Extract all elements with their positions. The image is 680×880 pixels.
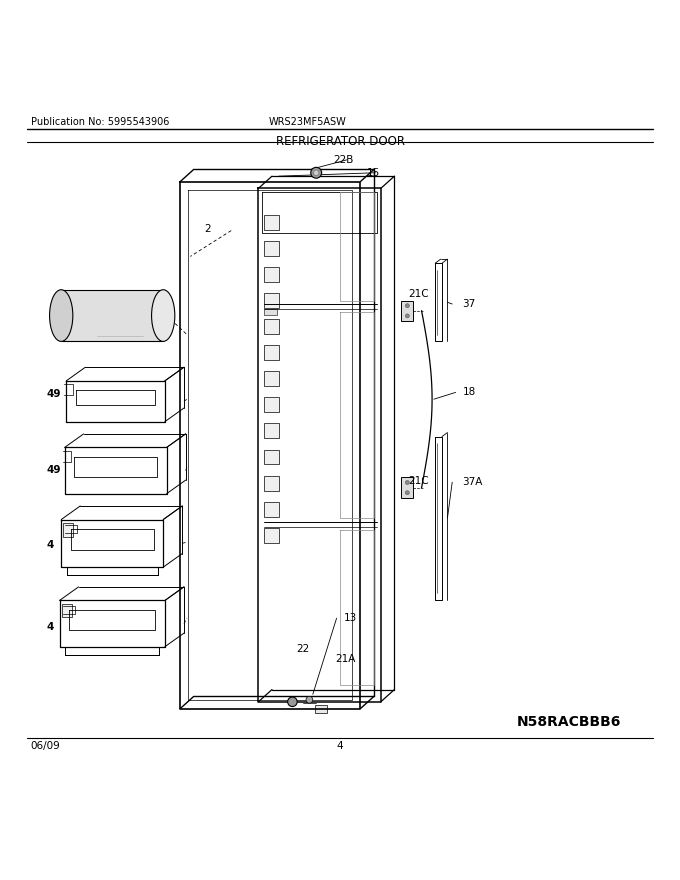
Text: Publication No: 5995543906: Publication No: 5995543906 bbox=[31, 117, 169, 128]
Bar bbox=[264, 528, 279, 543]
Text: 21A: 21A bbox=[335, 654, 356, 664]
Bar bbox=[401, 477, 413, 498]
Text: 22B: 22B bbox=[333, 155, 354, 165]
Text: 4: 4 bbox=[46, 540, 54, 550]
Circle shape bbox=[405, 491, 409, 495]
Circle shape bbox=[306, 696, 313, 703]
Bar bbox=[264, 241, 279, 256]
Text: REFRIGERATOR DOOR: REFRIGERATOR DOOR bbox=[275, 136, 405, 149]
Circle shape bbox=[313, 170, 319, 175]
Text: 21C: 21C bbox=[408, 476, 428, 486]
Text: 49: 49 bbox=[46, 465, 61, 475]
Text: 7: 7 bbox=[54, 303, 61, 312]
Bar bbox=[264, 398, 279, 413]
Bar bbox=[61, 290, 163, 341]
Text: 4: 4 bbox=[337, 741, 343, 751]
Text: N58RACBBB6: N58RACBBB6 bbox=[517, 715, 621, 730]
Bar bbox=[264, 475, 279, 490]
Text: 37: 37 bbox=[462, 299, 475, 309]
Text: 4: 4 bbox=[46, 622, 54, 632]
Circle shape bbox=[405, 304, 409, 308]
Text: 22: 22 bbox=[296, 644, 309, 655]
Bar bbox=[264, 215, 279, 230]
Text: 13: 13 bbox=[343, 613, 356, 623]
Bar bbox=[264, 310, 277, 315]
Bar bbox=[264, 450, 279, 465]
Text: 18: 18 bbox=[462, 387, 475, 398]
Bar bbox=[264, 371, 279, 386]
Bar bbox=[264, 319, 279, 334]
Ellipse shape bbox=[50, 290, 73, 341]
Bar bbox=[264, 267, 279, 282]
Circle shape bbox=[405, 480, 409, 485]
Bar bbox=[264, 502, 279, 517]
Circle shape bbox=[405, 314, 409, 318]
Ellipse shape bbox=[152, 290, 175, 341]
Circle shape bbox=[311, 167, 322, 178]
Bar bbox=[315, 705, 327, 714]
Text: 21C: 21C bbox=[408, 289, 428, 299]
Text: 37A: 37A bbox=[462, 477, 483, 488]
Circle shape bbox=[288, 697, 297, 707]
Bar bbox=[63, 523, 73, 537]
Bar bbox=[401, 301, 413, 321]
Bar bbox=[264, 293, 279, 308]
Bar bbox=[264, 423, 279, 438]
Bar bbox=[62, 604, 72, 618]
Text: 06/09: 06/09 bbox=[31, 741, 61, 751]
Text: 2: 2 bbox=[204, 224, 211, 234]
Bar bbox=[264, 345, 279, 360]
Text: 49: 49 bbox=[46, 390, 61, 400]
Text: 15: 15 bbox=[367, 168, 380, 178]
Text: WRS23MF5ASW: WRS23MF5ASW bbox=[269, 117, 346, 128]
